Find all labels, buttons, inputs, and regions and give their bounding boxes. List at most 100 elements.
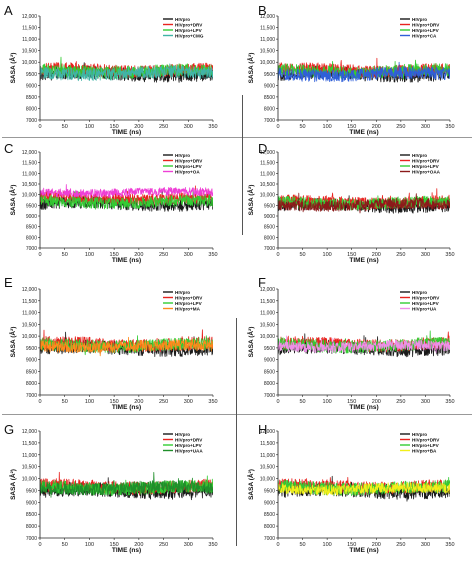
x-tick-label: 50 <box>62 399 68 405</box>
y-tick-label: 9000 <box>264 83 275 89</box>
legend-label: HIVpro <box>175 17 190 22</box>
y-tick-label: 8000 <box>26 381 37 387</box>
y-axis-label: SASA (Å²) <box>246 327 255 358</box>
legend-label: HIVpro+LPV <box>412 443 440 448</box>
y-tick-label: 7000 <box>264 246 275 252</box>
legend-label: HIVpro+LPV <box>412 28 440 33</box>
x-tick-label: 250 <box>159 252 168 258</box>
legend-label: HIVpro <box>412 432 427 437</box>
x-tick-label: 0 <box>276 399 279 405</box>
y-tick-label: 7000 <box>26 246 37 252</box>
y-tick-label: 12,000 <box>22 150 38 156</box>
y-tick-label: 8000 <box>264 235 275 241</box>
traces <box>278 57 450 83</box>
panel-c: C 0 50 100 150 200 250 300 350 7000 8000 8500 9000 95… <box>4 141 218 264</box>
x-tick-label: 150 <box>347 399 356 405</box>
y-tick-label: 10,500 <box>260 322 276 328</box>
x-tick-label: 200 <box>134 542 143 548</box>
y-tick-label: 11,000 <box>22 171 37 177</box>
panel-g: G 0 50 100 150 200 250 300 350 7000 8000 8500 9000 95… <box>4 422 218 554</box>
legend-label: HIVpro+LPV <box>175 28 203 33</box>
panel-divider-vertical-1 <box>242 95 243 235</box>
panel-label: A <box>4 3 13 18</box>
x-tick-label: 50 <box>300 252 306 258</box>
x-tick-label: 50 <box>62 542 68 548</box>
x-tick-label: 350 <box>208 542 217 548</box>
y-tick-label: 11,500 <box>260 26 275 32</box>
y-tick-label: 7000 <box>26 536 37 542</box>
legend-label: HIVpro <box>412 153 427 158</box>
x-tick-label: 150 <box>110 252 119 258</box>
y-tick-label: 9500 <box>26 72 37 78</box>
y-tick-label: 11,000 <box>22 311 37 317</box>
y-tick-label: 10,500 <box>22 465 38 471</box>
y-tick-label: 11,000 <box>260 37 275 43</box>
panel-label: E <box>4 275 13 290</box>
x-tick-label: 100 <box>323 399 332 405</box>
x-tick-label: 0 <box>276 252 279 258</box>
y-tick-label: 11,500 <box>260 441 275 447</box>
x-axis-label: TIME (ns) <box>112 404 141 411</box>
x-tick-label: 250 <box>396 124 405 130</box>
x-tick-label: 350 <box>445 399 454 405</box>
y-tick-label: 9000 <box>26 500 37 506</box>
series-line-2 <box>40 190 213 210</box>
y-tick-label: 8000 <box>264 524 275 530</box>
y-axis-label: SASA (Å²) <box>246 469 255 500</box>
panel-divider-horizontal-1 <box>2 137 472 138</box>
y-tick-label: 10,000 <box>260 477 276 483</box>
y-axis-label: SASA (Å²) <box>8 469 17 500</box>
x-tick-label: 300 <box>184 252 193 258</box>
legend-label: HIVpro+UA <box>412 306 437 311</box>
y-tick-label: 11,500 <box>22 441 37 447</box>
legend-label: HIVpro+DRV <box>175 437 203 442</box>
legend-label: HIVpro+MA <box>175 306 201 311</box>
x-tick-label: 250 <box>396 542 405 548</box>
series-line-3 <box>40 184 213 199</box>
y-tick-label: 7000 <box>264 393 275 399</box>
x-tick-label: 100 <box>85 399 94 405</box>
y-tick-label: 10,500 <box>22 49 38 55</box>
x-tick-label: 250 <box>159 124 168 130</box>
panel-b: B 0 50 100 150 200 250 300 350 7000 8000 8500 9000 95… <box>246 3 455 136</box>
y-tick-label: 8500 <box>264 225 275 231</box>
panel-label: F <box>258 275 266 290</box>
y-tick-label: 10,500 <box>22 322 38 328</box>
y-tick-label: 10,500 <box>260 182 276 188</box>
y-tick-label: 9500 <box>26 203 37 209</box>
y-tick-label: 11,000 <box>260 453 275 459</box>
y-tick-label: 8000 <box>264 106 275 112</box>
panel-label: D <box>258 141 267 156</box>
legend-label: HIVpro+OA <box>175 169 200 174</box>
legend-label: HIVpro <box>412 17 427 22</box>
panel-divider-vertical-2 <box>236 318 237 546</box>
x-tick-label: 200 <box>372 399 381 405</box>
x-tick-label: 100 <box>85 124 94 130</box>
y-axis-label: SASA (Å²) <box>246 185 255 216</box>
x-tick-label: 300 <box>421 252 430 258</box>
series-line-3 <box>40 471 213 498</box>
legend-label: HIVpro+UAA <box>175 448 203 453</box>
x-tick-label: 0 <box>276 542 279 548</box>
y-tick-label: 10,000 <box>22 334 38 340</box>
x-tick-label: 200 <box>134 252 143 258</box>
x-tick-label: 250 <box>159 399 168 405</box>
x-tick-label: 350 <box>208 124 217 130</box>
x-tick-label: 150 <box>110 399 119 405</box>
x-tick-label: 150 <box>110 124 119 130</box>
y-tick-label: 7000 <box>264 536 275 542</box>
y-tick-label: 9000 <box>26 214 37 220</box>
legend-label: HIVpro+CA <box>412 33 437 38</box>
x-tick-label: 300 <box>184 124 193 130</box>
y-tick-label: 8500 <box>264 95 275 101</box>
y-axis-label: SASA (Å²) <box>8 53 17 84</box>
legend-label: HIVpro+DRV <box>412 295 440 300</box>
y-tick-label: 11,000 <box>260 171 275 177</box>
x-axis-label: TIME (ns) <box>349 257 378 264</box>
legend-label: HIVpro+LPV <box>175 301 203 306</box>
y-tick-label: 10,000 <box>22 477 38 483</box>
x-axis-label: TIME (ns) <box>112 257 141 264</box>
x-tick-label: 200 <box>134 399 143 405</box>
x-tick-label: 150 <box>347 124 356 130</box>
